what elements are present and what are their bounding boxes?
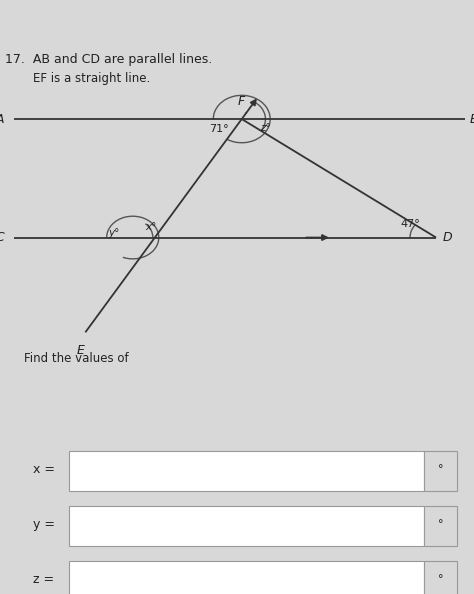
FancyBboxPatch shape: [424, 561, 457, 594]
FancyBboxPatch shape: [424, 506, 457, 546]
Text: °: °: [438, 465, 444, 474]
Text: x =: x =: [33, 463, 55, 476]
Text: EF is a straight line.: EF is a straight line.: [33, 72, 150, 86]
Text: A: A: [0, 112, 4, 125]
Text: 47°: 47°: [400, 219, 420, 229]
Text: y =: y =: [33, 517, 55, 530]
Text: F: F: [238, 94, 246, 108]
Text: z°: z°: [260, 122, 271, 132]
Text: °: °: [438, 519, 444, 529]
Text: C: C: [0, 231, 4, 244]
Text: 17.  AB and CD are parallel lines.: 17. AB and CD are parallel lines.: [5, 53, 212, 67]
Text: y°: y°: [108, 228, 119, 238]
Text: D: D: [443, 231, 453, 244]
Text: B: B: [470, 112, 474, 125]
Text: °: °: [438, 574, 444, 584]
FancyBboxPatch shape: [69, 451, 424, 491]
FancyBboxPatch shape: [69, 506, 424, 546]
Text: z =: z =: [33, 573, 55, 586]
Text: Find the values of: Find the values of: [24, 352, 128, 365]
FancyBboxPatch shape: [69, 561, 424, 594]
FancyBboxPatch shape: [424, 451, 457, 491]
Text: E: E: [77, 344, 84, 357]
Text: x°: x°: [145, 222, 156, 232]
Text: 71°: 71°: [209, 125, 229, 134]
